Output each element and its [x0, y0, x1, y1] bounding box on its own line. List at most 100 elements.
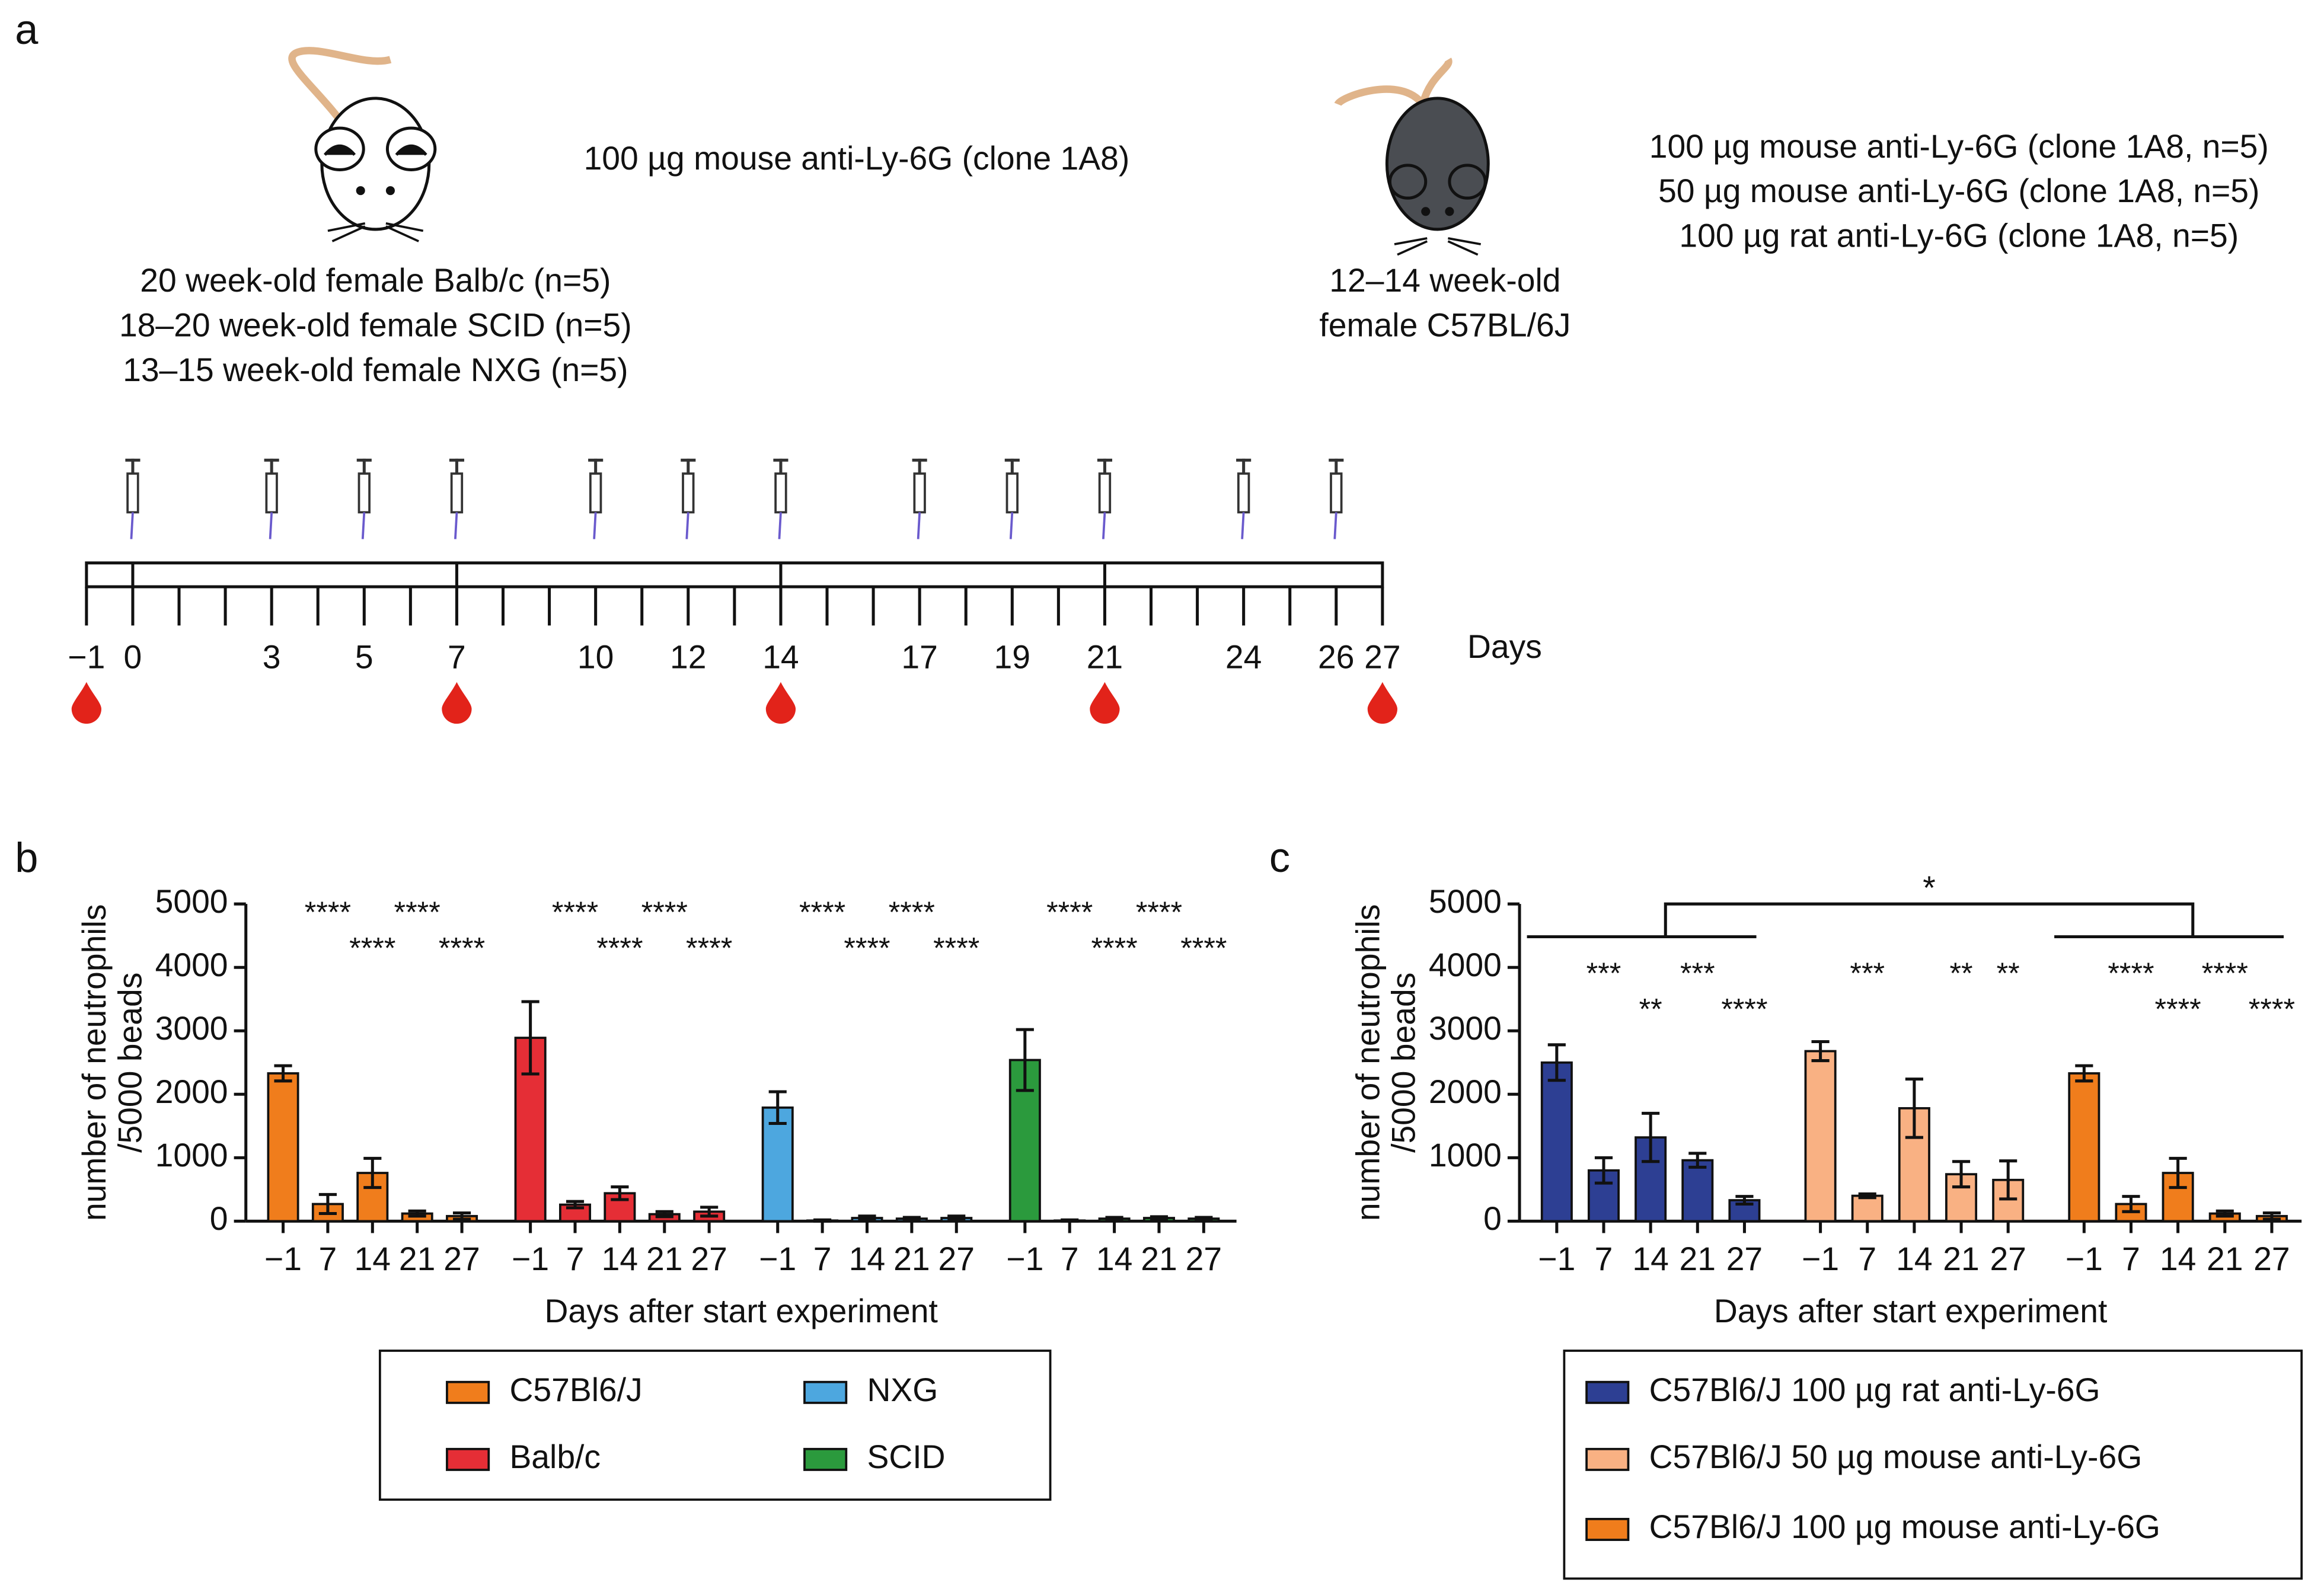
y-tick-label: 2000	[1429, 1073, 1502, 1110]
error-bar	[655, 1210, 673, 1219]
x-tick-label: −1	[2066, 1240, 2103, 1277]
blood-drop	[765, 682, 796, 724]
x-tick-label: 14	[1096, 1240, 1132, 1277]
x-tick-label: 21	[646, 1240, 682, 1277]
panel-label: a	[15, 6, 39, 53]
day-label: 5	[355, 639, 374, 676]
legend-label: C57Bl6/J 50 µg mouse anti-Ly-6G	[1649, 1438, 2143, 1475]
syringe-icon	[356, 458, 372, 539]
error-bar	[2122, 1195, 2140, 1213]
syringe-needle	[1009, 512, 1014, 539]
bar	[356, 1172, 389, 1223]
syringe-barrel	[1330, 472, 1343, 514]
significance-label: ****	[2202, 957, 2248, 990]
bar	[559, 1203, 592, 1223]
legend-label: SCID	[867, 1438, 945, 1475]
day-label: 0	[124, 639, 142, 676]
significance-bracket	[1527, 902, 2284, 938]
legend-swatch	[1585, 1447, 1630, 1471]
y-tick-label: 3000	[155, 1010, 228, 1047]
x-tick-label: 27	[938, 1240, 975, 1277]
syringe-icon	[264, 458, 279, 539]
significance-label: ****	[394, 896, 440, 929]
x-tick-label: 21	[399, 1240, 435, 1277]
x-tick-label: 27	[2253, 1240, 2290, 1277]
significance-label: **	[1639, 992, 1662, 1025]
legend-label: C57Bl6/J 100 µg rat anti-Ly-6G	[1649, 1371, 2100, 1408]
error-bar	[902, 1216, 921, 1222]
treatment-text: 100 µg rat anti-Ly-6G (clone 1A8, n=5)	[1679, 218, 2239, 254]
day-label: 19	[994, 639, 1030, 676]
y-tick-label: 2000	[155, 1073, 228, 1110]
y-tick-label: 5000	[155, 883, 228, 920]
legend-swatch	[1585, 1518, 1630, 1541]
blood-drop	[1367, 682, 1397, 724]
error-bar	[1105, 1216, 1123, 1222]
syringe-icon	[1004, 458, 1020, 539]
strain-text: 13–15 week-old female NXG (n=5)	[123, 351, 628, 388]
syringe-needle	[269, 512, 273, 539]
syringe-barrel	[1005, 472, 1019, 514]
syringe-needle	[685, 512, 689, 539]
error-bar	[566, 1200, 585, 1210]
day-label: 3	[263, 639, 281, 676]
significance-label: **	[1949, 957, 1972, 990]
syringe-needle	[1241, 512, 1245, 539]
blood-drop	[442, 682, 472, 724]
syringe-needle	[778, 512, 782, 539]
syringe-needle	[361, 512, 366, 539]
bar	[1681, 1159, 1714, 1223]
error-bar	[1735, 1195, 1754, 1206]
significance-label: ****	[552, 896, 598, 929]
x-tick-label: 7	[319, 1240, 337, 1277]
x-tick-label: 7	[1595, 1240, 1613, 1277]
legend-label: C57Bl6/J	[509, 1371, 642, 1408]
x-tick-label: −1	[1006, 1240, 1043, 1277]
error-bar	[1016, 1028, 1034, 1092]
y-tick-label: 0	[210, 1200, 228, 1237]
error-bar	[1858, 1192, 1876, 1200]
x-tick-label: −1	[264, 1240, 302, 1277]
syringe-barrel	[357, 472, 371, 514]
x-tick-label: 7	[813, 1240, 832, 1277]
y-tick-label: 4000	[155, 947, 228, 983]
significance-label: ****	[1136, 896, 1182, 929]
x-axis-label: Days after start experiment	[544, 1293, 937, 1329]
bar	[1851, 1194, 1884, 1223]
day-label: 24	[1225, 639, 1262, 676]
error-bar	[2075, 1064, 2093, 1083]
error-bar	[363, 1156, 382, 1190]
strain-text: 18–20 week-old female SCID (n=5)	[119, 306, 632, 343]
bar	[1804, 1050, 1837, 1223]
significance-label: ****	[844, 931, 890, 964]
x-tick-label: 14	[355, 1240, 391, 1277]
significance-label: ****	[686, 931, 732, 964]
x-tick-label: 14	[1632, 1240, 1668, 1277]
error-bar	[452, 1211, 471, 1221]
x-tick-label: 27	[691, 1240, 727, 1277]
significance-label: ****	[889, 896, 935, 929]
significance-label: ****	[641, 896, 688, 929]
error-bar	[2169, 1156, 2187, 1190]
day-label: 14	[762, 639, 799, 676]
bar	[267, 1072, 299, 1223]
x-tick-label: 21	[893, 1240, 930, 1277]
strain-text: 12–14 week-old	[1329, 262, 1560, 299]
significance-label: ****	[933, 931, 979, 964]
x-tick-label: 14	[1896, 1240, 1932, 1277]
day-label: 26	[1318, 639, 1354, 676]
error-bar	[1642, 1111, 1660, 1163]
syringe-icon	[681, 458, 696, 539]
error-bar	[813, 1218, 832, 1223]
x-axis-label: Days after start experiment	[1714, 1293, 2107, 1329]
x-tick-label: 27	[1726, 1240, 1763, 1277]
y-tick-label: 4000	[1429, 947, 1502, 983]
error-bar	[700, 1206, 719, 1218]
legend-swatch	[446, 1380, 490, 1404]
syringe-barrel	[682, 472, 695, 514]
y-tick-label: 5000	[1429, 883, 1502, 920]
x-tick-label: 7	[1061, 1240, 1079, 1277]
day-label: −1	[68, 639, 105, 676]
legend-box	[1563, 1350, 2303, 1580]
x-tick-label: 7	[1858, 1240, 1876, 1277]
